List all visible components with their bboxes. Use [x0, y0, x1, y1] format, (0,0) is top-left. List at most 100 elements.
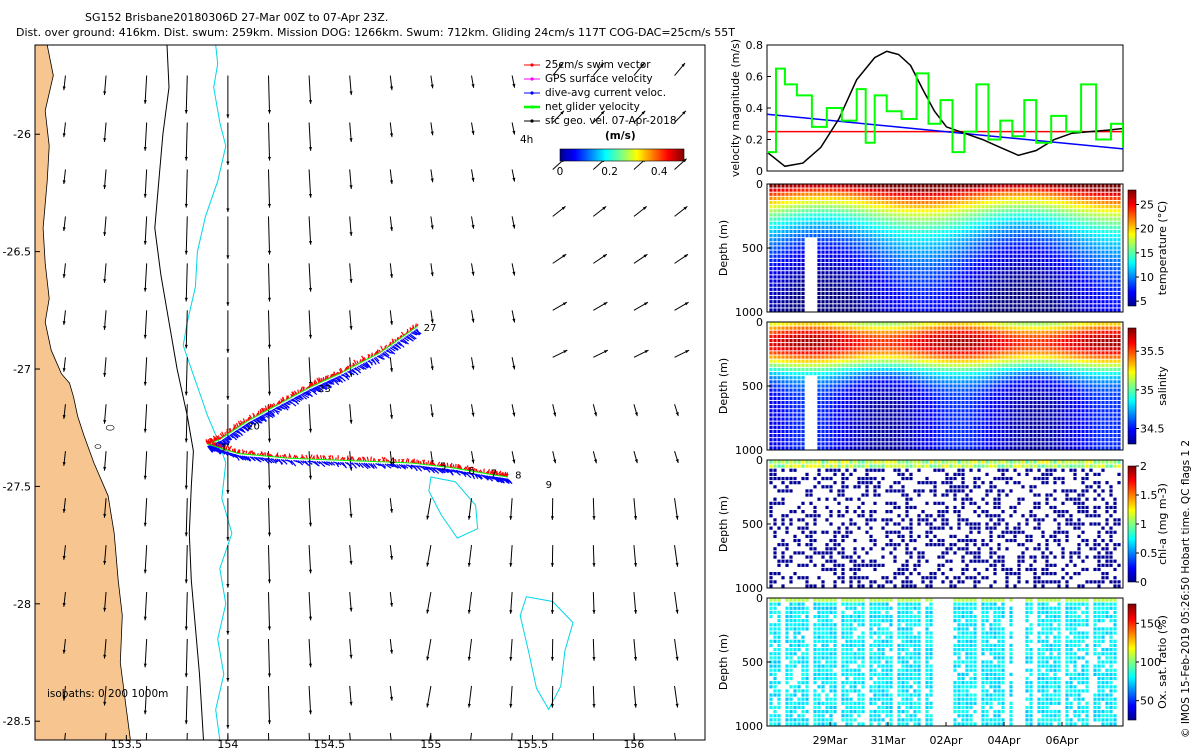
dive-avg-vector — [259, 415, 267, 423]
section-sample — [905, 275, 909, 279]
dive-avg-vector — [386, 463, 394, 468]
section-sample — [1093, 229, 1097, 234]
section-sample — [929, 238, 933, 242]
section-sample — [965, 192, 969, 196]
section-sample — [825, 438, 829, 442]
section-sample — [837, 275, 841, 279]
geostrophic-arrow — [184, 545, 188, 584]
section-sample — [905, 372, 909, 376]
island — [94, 444, 102, 449]
dive-avg-vector — [217, 441, 226, 447]
section-sample — [1045, 287, 1049, 291]
section-sample — [961, 225, 965, 229]
section-sample — [969, 291, 973, 296]
section-sample — [1053, 296, 1057, 300]
section-sample — [985, 205, 989, 209]
section-sample — [917, 238, 921, 242]
geostrophic-arrow — [103, 263, 107, 283]
section-sample — [793, 238, 797, 242]
section-sample — [881, 384, 885, 388]
section-sample — [829, 246, 833, 250]
section-sample — [841, 225, 845, 229]
section-sample — [837, 258, 841, 262]
section-sample — [969, 234, 973, 238]
section-sample — [1057, 267, 1061, 271]
section-sample — [1097, 308, 1101, 312]
dive-avg-vector — [412, 331, 420, 336]
section-sample — [989, 234, 993, 238]
section-sample — [877, 196, 881, 200]
section-sample — [833, 200, 837, 205]
section-sample — [785, 343, 789, 347]
section-sample — [769, 238, 773, 242]
section-sample — [945, 304, 949, 308]
section-sample — [837, 225, 841, 229]
section-sample — [905, 388, 909, 392]
section-sample — [889, 221, 893, 225]
section-sample — [1093, 242, 1097, 246]
section-sample — [785, 429, 789, 434]
section-sample — [893, 405, 897, 409]
land-mass — [35, 45, 131, 740]
section-sample — [977, 283, 981, 287]
section-sample — [769, 372, 773, 376]
section-sample — [829, 304, 833, 308]
section-sample — [1057, 250, 1061, 254]
geostrophic-arrow — [674, 206, 688, 217]
section-sample — [837, 229, 841, 234]
section-sample — [841, 347, 845, 351]
section-sample — [977, 200, 981, 205]
section-sample — [997, 308, 1001, 312]
section-sample — [769, 271, 773, 275]
swim-vector — [249, 450, 253, 455]
section-sample — [1009, 213, 1013, 217]
section-sample — [917, 287, 921, 291]
section-sample — [793, 359, 797, 363]
section-sample — [837, 384, 841, 388]
section-sample — [837, 322, 841, 326]
section-sample — [849, 234, 853, 238]
section-sample — [1013, 262, 1017, 267]
section-sample — [925, 413, 929, 417]
section-sample — [953, 246, 957, 250]
section-sample — [1109, 213, 1113, 217]
section-sample — [901, 413, 905, 417]
section-sample — [833, 296, 837, 300]
dive-avg-vector — [405, 336, 413, 341]
section-sample — [817, 351, 821, 355]
section-sample — [849, 359, 853, 363]
section-sample — [857, 392, 861, 396]
section-sample — [897, 413, 901, 417]
section-sample — [1017, 221, 1021, 225]
section-sample — [833, 376, 837, 380]
section-sample — [913, 296, 917, 300]
section-sample — [941, 287, 945, 291]
section-sample — [789, 287, 793, 291]
section-sample — [869, 396, 873, 400]
section-sample — [893, 396, 897, 400]
section-sample — [957, 279, 961, 283]
section-sample — [1045, 246, 1049, 250]
geostrophic-arrow — [592, 451, 598, 464]
swim-vector — [401, 458, 405, 463]
dive-avg-vector — [221, 450, 226, 455]
section-sample — [1005, 209, 1009, 213]
section-sample — [913, 322, 917, 326]
section-sample — [893, 275, 897, 279]
geostrophic-arrow — [184, 310, 188, 349]
dive-avg-vector — [356, 366, 361, 371]
section-sample — [861, 367, 865, 372]
dive-avg-vector — [372, 463, 378, 469]
section-sample — [829, 343, 833, 347]
section-sample — [933, 275, 937, 279]
section-sample — [1029, 258, 1033, 262]
section-sample — [1073, 246, 1077, 250]
section-sample — [797, 446, 801, 450]
section-sample — [817, 291, 821, 296]
section-sample — [869, 429, 873, 434]
section-sample — [961, 291, 965, 296]
section-sample — [801, 229, 805, 234]
section-sample — [957, 258, 961, 262]
section-sample — [1013, 238, 1017, 242]
geostrophic-arrow — [267, 122, 272, 161]
